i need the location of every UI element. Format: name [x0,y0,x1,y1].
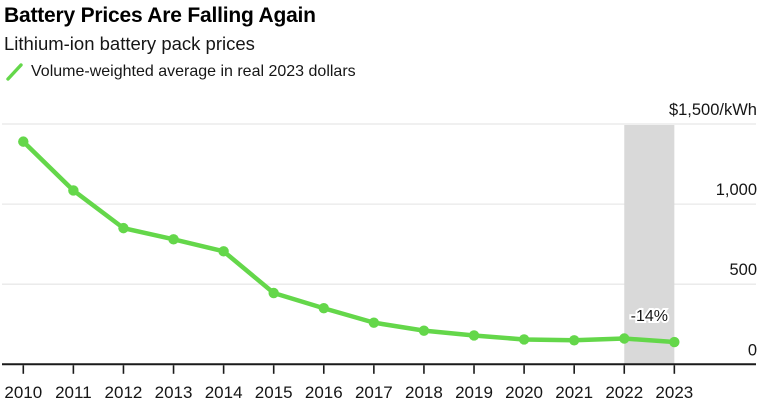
x-tick-label: 2021 [555,383,593,402]
x-tick-label: 2014 [205,383,243,402]
data-point [118,222,129,234]
legend-label: Volume-weighted average in real 2023 dol… [31,63,356,80]
x-tick-label: 2012 [105,383,143,402]
data-point [68,185,79,196]
x-tick-label: 2020 [505,383,543,402]
data-point [268,287,279,299]
x-tick-label: 2017 [355,383,393,402]
x-tick-label: 2015 [255,383,293,402]
x-tick-label: 2018 [405,383,443,402]
y-axis-label: 500 [729,261,757,279]
data-point [568,335,580,346]
y-axis-label: 0 [748,341,757,359]
x-tick-label: 2011 [55,383,92,402]
chart-subtitle: Lithium-ion battery pack prices [4,33,255,54]
page-title: Battery Prices Are Falling Again [4,4,316,27]
legend: Volume-weighted average in real 2023 dol… [5,62,356,82]
data-point [619,333,630,344]
legend-slash-icon [6,63,23,81]
data-point [168,234,179,245]
data-point [18,136,29,147]
y-axis-label: $1,500/kWh [669,101,757,119]
x-tick-label: 2019 [455,383,493,402]
data-point [318,303,329,314]
data-point [518,334,530,345]
highlight-band [624,125,675,365]
data-point [669,336,680,348]
x-tick-label: 2023 [655,383,693,402]
data-point [218,246,229,257]
y-axis-label: 1,000 [716,181,757,199]
legend-slash-line [6,63,23,81]
annotation-pct-change: -14% [631,308,668,325]
x-tick-label: 2016 [305,383,343,402]
price-line [21,139,677,345]
x-tick-label: 2010 [4,383,42,402]
data-point [418,325,430,336]
x-tick-label: 2013 [155,383,193,402]
x-tick-label: 2022 [605,383,643,402]
data-point [468,330,480,341]
data-point [368,317,380,328]
